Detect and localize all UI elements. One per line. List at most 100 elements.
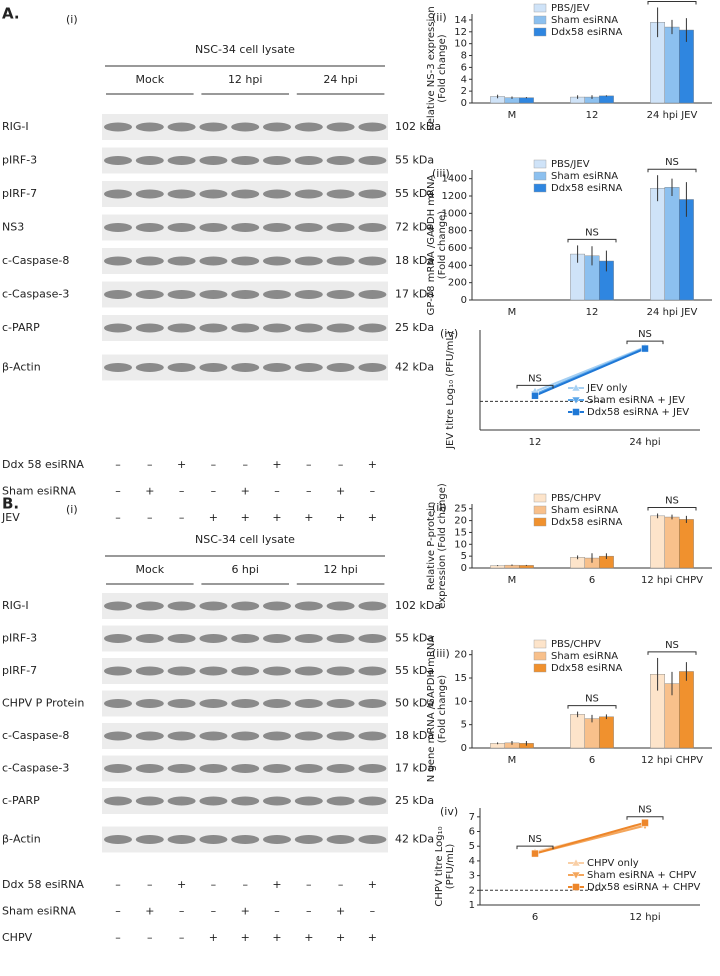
blot-band: [199, 290, 228, 299]
treatment-sign: +: [272, 878, 281, 891]
y-tick-label: 14: [454, 15, 467, 26]
y-axis-label: (Fold change): [437, 675, 448, 744]
blot-band: [104, 256, 132, 266]
x-tick-label: 24 hpi JEV: [647, 110, 698, 121]
blot-band: [263, 699, 291, 708]
chart-label: (iv): [440, 805, 458, 818]
data-point: [641, 818, 649, 827]
blot-band: [294, 699, 323, 708]
blot-band: [104, 156, 132, 165]
blot-band: [358, 731, 387, 741]
blot-label: (i): [66, 503, 78, 516]
blot-band: [326, 666, 355, 676]
x-tick-label: 6: [589, 575, 595, 586]
y-tick-label: 5: [469, 841, 475, 852]
ns-label: NS: [665, 640, 679, 651]
blot-band: [135, 764, 164, 773]
legend-label: JEV only: [586, 383, 628, 394]
blot-band: [358, 764, 387, 773]
band-name: c-Caspase-8: [2, 254, 69, 267]
blot-band: [167, 634, 196, 643]
blot-band: [135, 796, 164, 806]
band-name: c-Caspase-3: [2, 762, 69, 775]
treatment-sign: –: [179, 511, 185, 524]
legend-marker: [571, 871, 581, 880]
blot-band: [135, 699, 164, 708]
y-axis-label: (Fold change): [437, 34, 448, 103]
chart-label: (iv): [440, 327, 458, 340]
blot-band: [326, 601, 355, 611]
lane-group: 6 hpi: [231, 563, 259, 576]
blot-band: [326, 731, 355, 741]
blot-band: [326, 835, 355, 844]
treatment-sign: –: [147, 511, 153, 524]
y-axis-label: (Fold change): [437, 211, 448, 280]
ns-label: NS: [585, 694, 599, 705]
x-tick-label: 12 hpi CHPV: [641, 575, 703, 586]
y-tick-label: 5: [461, 551, 467, 562]
y-tick-label: 0: [461, 98, 467, 109]
blot-band: [104, 290, 132, 299]
data-point: [641, 344, 649, 353]
band-size: 42 kDa: [395, 361, 434, 374]
blot-band: [263, 764, 291, 773]
x-tick-label: 6: [589, 755, 595, 766]
treatment-sign: –: [115, 485, 121, 498]
blot-band: [135, 122, 164, 132]
blot-label: (i): [66, 13, 78, 26]
treatment-sign: –: [306, 878, 312, 891]
treatment-sign: +: [177, 878, 186, 891]
blot-band: [231, 323, 260, 333]
treatment-name: Ddx 58 esiRNA: [2, 878, 84, 891]
lane-group: 12 hpi: [228, 73, 263, 86]
treatment-sign: –: [115, 511, 121, 524]
blot-band: [167, 122, 196, 132]
legend-label: PBS/CHPV: [551, 493, 601, 504]
panel-label: A.: [2, 5, 20, 23]
treatment-sign: –: [306, 485, 312, 498]
blot-band: [326, 796, 355, 806]
treatment-sign: +: [241, 931, 250, 944]
ns-bracket: [626, 816, 664, 820]
y-tick-label: 10: [454, 696, 467, 707]
treatment-sign: –: [179, 905, 185, 918]
x-tick-label: 12 hpi CHPV: [641, 755, 703, 766]
chart-label: (iii): [432, 647, 450, 660]
blot-band: [358, 256, 387, 266]
y-tick-label: 4: [461, 74, 467, 85]
ns-bracket: [516, 845, 554, 850]
blot-band: [199, 256, 228, 266]
treatment-sign: +: [336, 931, 345, 944]
legend-marker: [571, 396, 581, 405]
blot-band: [135, 323, 164, 333]
band-name: RIG-I: [2, 120, 29, 133]
y-tick-label: 12: [454, 27, 467, 38]
band-size: 102 kDa: [395, 599, 441, 612]
blot-title: NSC-34 cell lysate: [195, 533, 295, 546]
x-tick-label: M: [508, 307, 517, 318]
blot-band: [231, 601, 260, 611]
blot-band: [167, 764, 196, 773]
bar: [599, 716, 614, 749]
legend-swatch: [533, 505, 547, 515]
blot-band: [294, 323, 323, 333]
band-size: 72 kDa: [395, 221, 434, 234]
blot-band: [135, 634, 164, 643]
blot-band: [199, 601, 228, 611]
treatment-name: Sham esiRNA: [2, 905, 76, 918]
blot-band: [135, 290, 164, 299]
legend-marker: [572, 408, 580, 416]
blot-band: [199, 835, 228, 844]
y-axis-label: GP-78 mRNA /GAPDH mRNA: [426, 175, 437, 316]
y-tick-label: 200: [448, 278, 467, 289]
treatment-sign: –: [370, 485, 376, 498]
y-tick-label: 7: [469, 812, 475, 823]
blot-band: [167, 699, 196, 708]
band-name: c-PARP: [2, 794, 40, 807]
y-axis-label: Relative NS-3 expression: [426, 6, 437, 130]
blot-band: [358, 290, 387, 299]
treatment-sign: +: [336, 511, 345, 524]
treatment-sign: –: [147, 878, 153, 891]
legend-swatch: [533, 3, 547, 13]
blot-band: [104, 363, 132, 372]
